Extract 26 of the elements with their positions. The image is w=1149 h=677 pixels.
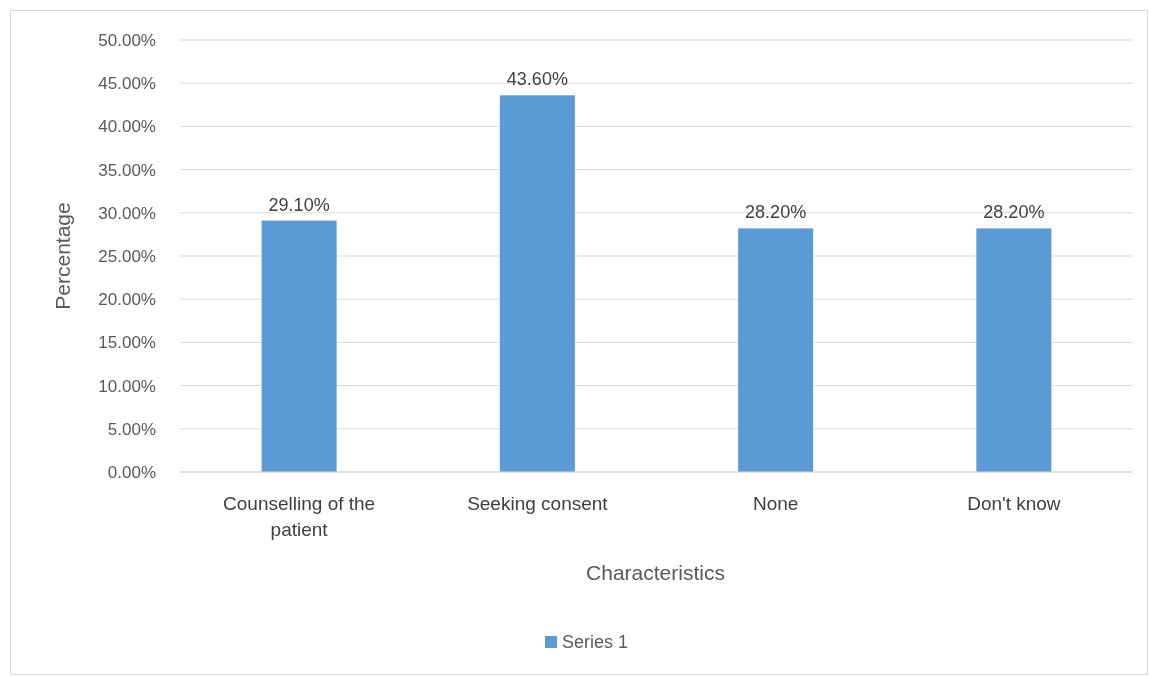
data-label: 29.10% <box>268 194 330 215</box>
x-tick-label: Don't know <box>967 493 1061 514</box>
bar <box>261 220 337 472</box>
x-tick-label: None <box>752 493 799 514</box>
bar <box>976 228 1052 472</box>
x-tick-label: Counselling of the patient <box>223 493 376 540</box>
y-tick-label: 10.00% <box>98 376 156 396</box>
data-label: 43.60% <box>506 69 568 90</box>
y-tick-label: 0.00% <box>107 462 156 482</box>
y-axis-title: Percentage <box>51 202 74 310</box>
y-tick-label: 45.00% <box>98 74 156 94</box>
data-label: 28.20% <box>745 202 807 223</box>
y-tick-label: 25.00% <box>98 246 156 266</box>
x-tick-label: Seeking consent <box>467 493 609 514</box>
y-tick-label: 50.00% <box>98 30 156 50</box>
y-tick-label: 40.00% <box>98 117 156 137</box>
bar <box>738 228 814 472</box>
bar <box>499 95 575 472</box>
legend-label: Series 1 <box>562 632 629 653</box>
data-label: 28.20% <box>983 202 1045 223</box>
y-tick-label: 30.00% <box>98 203 156 223</box>
x-axis-title: Characteristics <box>586 561 725 584</box>
y-tick-label: 15.00% <box>98 333 156 353</box>
y-tick-label: 20.00% <box>98 290 156 310</box>
y-tick-label: 35.00% <box>98 160 156 180</box>
y-tick-label: 5.00% <box>107 419 156 439</box>
